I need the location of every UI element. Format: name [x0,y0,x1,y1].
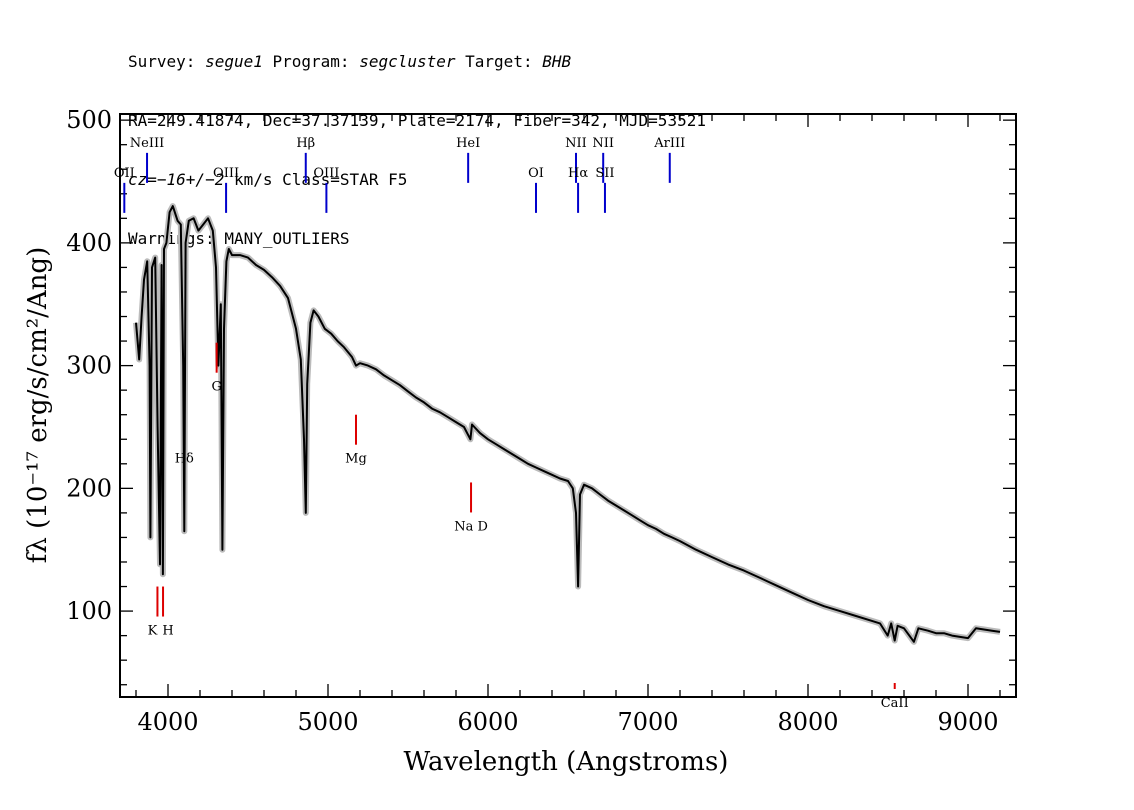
y-tick-label: 500 [66,106,112,134]
header-line-warnings: Warnings: MANY_OUTLIERS [128,228,350,248]
absorption-line-label: Hδ [175,452,194,467]
x-tick-label: 9000 [937,708,998,736]
x-tick-label: 6000 [457,708,518,736]
emission-line-label: NII [592,136,614,151]
target-value: BHB [542,52,572,72]
emission-line-label: HeI [456,136,480,151]
absorption-line-label: CaII [881,696,909,711]
emission-line-label: ArIII [653,136,685,151]
class-value: km/s Class=STAR F5 [224,169,408,189]
absorption-line-label: Na D [454,519,488,534]
cz-value: cz=−16+/−2 [128,169,225,189]
survey-label: Survey: [128,52,206,72]
y-tick-label: 300 [66,352,112,380]
x-tick-label: 5000 [297,708,358,736]
emission-line-label: Hβ [296,136,315,151]
y-tick-label: 400 [66,229,112,257]
program-label: Program: [262,52,360,72]
emission-line-label: OI [528,166,544,181]
emission-line-label: NII [565,136,587,151]
absorption-line-label: G [211,380,221,395]
x-axis-title: Wavelength (Angstroms) [404,747,729,777]
emission-line-label: NeIII [130,136,164,151]
plot-frame [119,113,1017,698]
emission-line-label: Hα [568,166,588,181]
emission-line-label: OIII [313,166,339,181]
spectrum-line [135,205,1001,643]
y-tick-label: 200 [66,474,112,502]
absorption-line-label: H [162,624,173,639]
emission-line-label: OIII [213,166,239,181]
y-axis-title: fλ (10⁻¹⁷ erg/s/cm²/Ang) [23,247,53,563]
x-tick-label: 8000 [777,708,838,736]
survey-value: segue1 [205,52,263,72]
emission-line-label: SII [595,166,614,181]
x-tick-label: 4000 [137,708,198,736]
y-tick-label: 100 [66,597,112,625]
header-line-redshift: cz=−16+/−2 km/s Class=STAR F5 [128,170,706,190]
absorption-line-label: Mg [345,452,367,467]
program-value: segcluster [359,52,456,72]
absorption-line-label: K [148,624,158,639]
emission-line-label: OII [114,166,135,181]
target-label: Target: [455,52,543,72]
x-tick-label: 7000 [617,708,678,736]
header-line-survey: Survey: segue1 Program: segcluster Targe… [128,52,706,72]
